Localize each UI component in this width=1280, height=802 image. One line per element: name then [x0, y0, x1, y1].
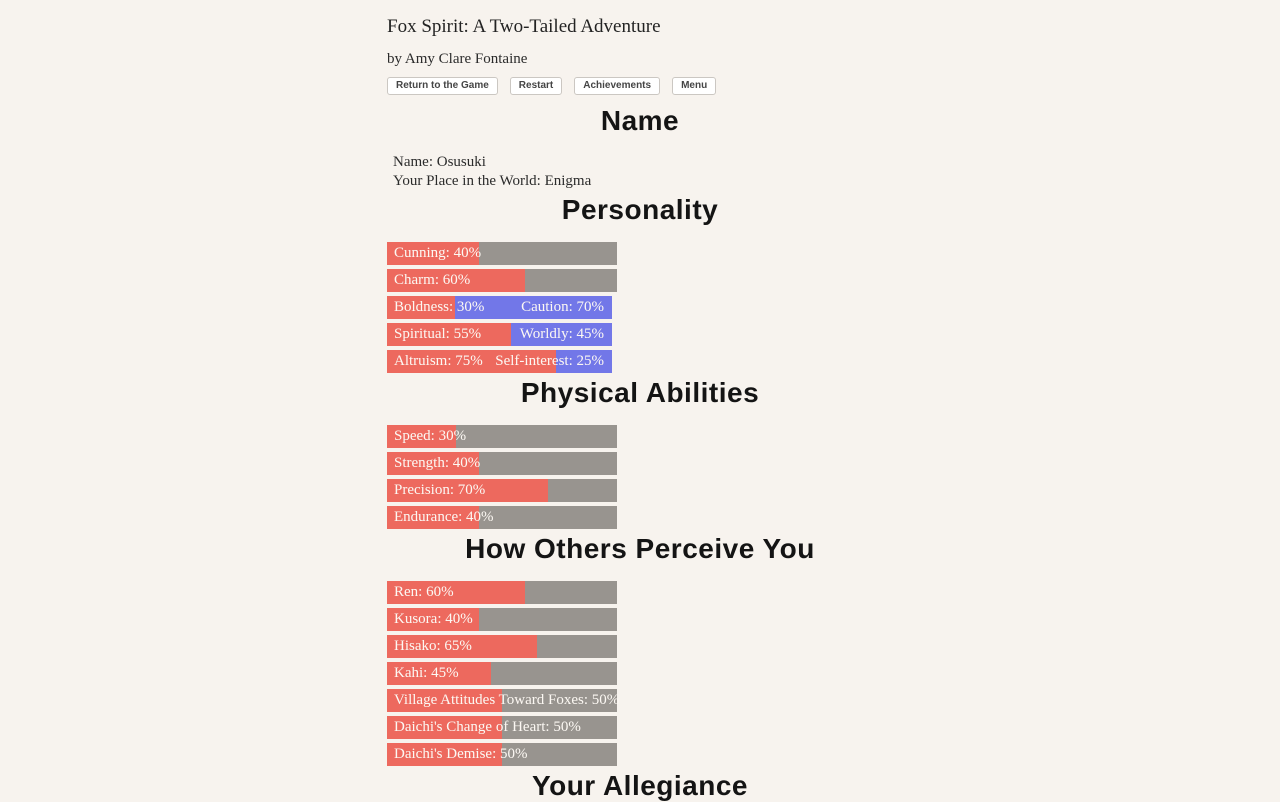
bar-fill [387, 743, 502, 766]
bar-fill [387, 689, 502, 712]
bar-fill [387, 716, 502, 739]
bar-fill [387, 323, 511, 346]
bar-fill [387, 635, 537, 658]
bar-label-left: Daichi's Change of Heart: 50% [394, 719, 581, 735]
stat-bar-daichi-s-change-of-heart: Daichi's Change of Heart: 50% [387, 716, 617, 739]
section-heading-name: Name [600, 105, 680, 136]
bar-fill [387, 350, 556, 373]
achievements-button[interactable]: Achievements [574, 77, 661, 95]
bar-label-left: Charm: 60% [394, 272, 471, 288]
bar-fill [387, 608, 479, 631]
stat-bar-speed: Speed: 30% [387, 425, 617, 448]
restart-button[interactable]: Restart [509, 77, 563, 95]
section-your-allegiance: Your Allegiance [387, 770, 893, 802]
bar-label-right: Caution: 70% [521, 299, 604, 315]
bar-label-left: Speed: 30% [394, 428, 467, 444]
section-heading-physical-abilities: Physical Abilities [520, 377, 760, 408]
bar-fill-opposed [555, 350, 612, 373]
stat-bar-kahi: Kahi: 45% [387, 662, 617, 685]
section-heading-personality: Personality [561, 194, 719, 225]
bar-fill-opposed [454, 296, 612, 319]
section-heading-your-allegiance: Your Allegiance [532, 770, 748, 801]
section-heading-how-others-perceive-you: How Others Perceive You [465, 533, 815, 564]
bar-label-left: Village Attitudes Toward Foxes: 50% [394, 692, 620, 708]
stat-bar-charm: Charm: 60% [387, 269, 617, 292]
section-name: Name Name: Osusuki Your Place in the World… [387, 105, 893, 191]
toolbar: Return to the Game Restart Achievements Men… [387, 77, 893, 95]
bar-label-right: Self-interest: 25% [495, 353, 604, 369]
bar-fill [387, 506, 479, 529]
bar-label-left: Cunning: 40% [394, 245, 482, 261]
bar-label-left: Kusora: 40% [394, 611, 473, 627]
stat-bar-precision: Precision: 70% [387, 479, 617, 502]
bar-fill [387, 425, 456, 448]
stat-line-name: Name: Osusuki [393, 154, 486, 170]
bar-fill [387, 581, 525, 604]
bar-fill [387, 479, 548, 502]
bar-fill-opposed [510, 323, 612, 346]
game-author: by Amy Clare Fontaine [387, 51, 528, 67]
bar-label-left: Ren: 60% [394, 584, 454, 600]
opposed-stat-bar-spiritual: Spiritual: 55% Worldly: 45% [387, 323, 612, 346]
bar-label-left: Boldness: 30% [394, 299, 485, 315]
menu-button[interactable]: Menu [672, 77, 717, 95]
bar-label-left: Altruism: 75% [394, 353, 483, 369]
sections: Name Name: Osusuki Your Place in the World… [387, 105, 893, 802]
bar-fill [387, 452, 479, 475]
bar-label-left: Hisako: 65% [394, 638, 472, 654]
opposed-stat-bar-altruism: Altruism: 75% Self-interest: 25% [387, 350, 612, 373]
section-personality: Personality Cunning: 40% Charm: 60% Boldnes… [387, 194, 893, 373]
stat-bar-strength: Strength: 40% [387, 452, 617, 475]
bar-fill [387, 662, 491, 685]
section-physical-abilities: Physical Abilities Speed: 30% Strength: 40… [387, 377, 893, 529]
bar-label-left: Kahi: 45% [394, 665, 459, 681]
bar-label-left: Precision: 70% [394, 482, 486, 498]
bar-label-left: Strength: 40% [394, 455, 481, 471]
stat-bar-cunning: Cunning: 40% [387, 242, 617, 265]
stat-bar-ren: Ren: 60% [387, 581, 617, 604]
game-title: Fox Spirit: A Two-Tailed Adventure [387, 16, 661, 37]
bar-fill [387, 296, 455, 319]
stat-bar-kusora: Kusora: 40% [387, 608, 617, 631]
bar-label-left: Spiritual: 55% [394, 326, 482, 342]
bar-label-left: Daichi's Demise: 50% [394, 746, 528, 762]
bar-fill [387, 269, 525, 292]
bar-label-left: Endurance: 40% [394, 509, 494, 525]
bar-fill [387, 242, 479, 265]
return-to-the-game-button[interactable]: Return to the Game [387, 77, 498, 95]
stats-page: Fox Spirit: A Two-Tailed Adventure by Am… [387, 0, 893, 802]
stat-bar-daichi-s-demise: Daichi's Demise: 50% [387, 743, 617, 766]
opposed-stat-bar-boldness: Boldness: 30% Caution: 70% [387, 296, 612, 319]
stat-bar-hisako: Hisako: 65% [387, 635, 617, 658]
stat-bar-village-attitudes-toward-foxes: Village Attitudes Toward Foxes: 50% [387, 689, 620, 712]
bar-label-right: Worldly: 45% [519, 326, 604, 342]
stat-bar-endurance: Endurance: 40% [387, 506, 617, 529]
stat-line-your-place-in-the-world: Your Place in the World: Enigma [393, 173, 592, 189]
section-how-others-perceive-you: How Others Perceive You Ren: 60% Kusora: 4… [387, 533, 893, 766]
